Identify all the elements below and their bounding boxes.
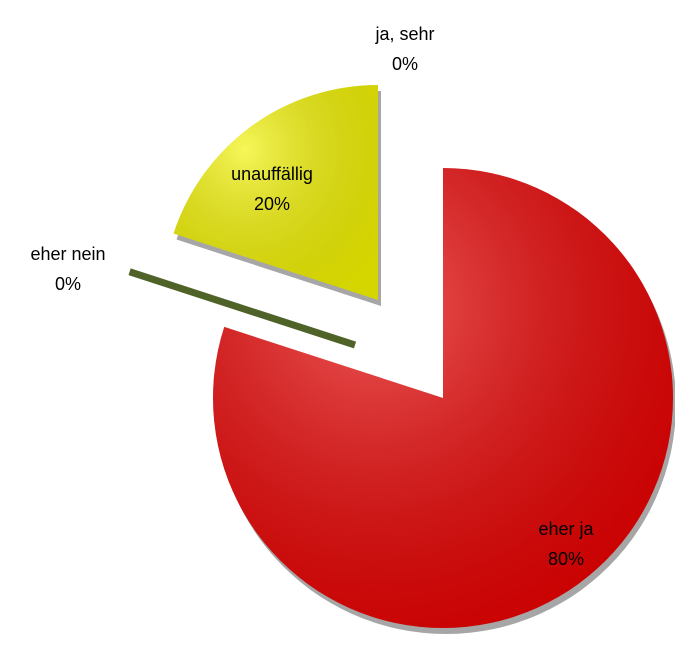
slice-value-label: 0% [392,54,418,74]
slice-label: eher nein [30,244,105,264]
slice-label: eher ja [538,519,594,539]
slice-value-label: 20% [254,194,290,214]
slice-value-label: 80% [548,549,584,569]
pie-slice-shine [212,168,673,628]
pie-slice-shine [173,85,378,300]
slice-label: unauffällig [231,164,313,184]
slice-label: ja, sehr [374,24,434,44]
slice-value-label: 0% [55,274,81,294]
pie-slice [128,268,357,349]
